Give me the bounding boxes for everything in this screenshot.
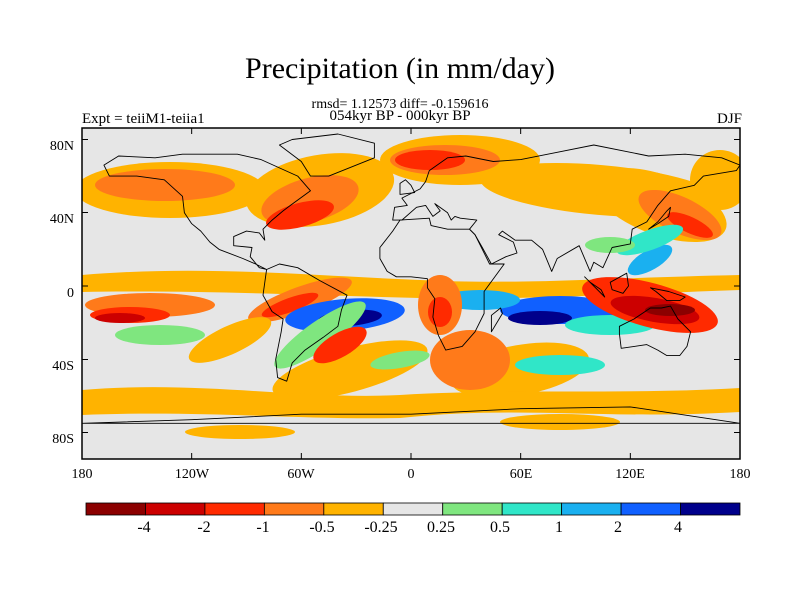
precip-anomaly-patch xyxy=(430,330,510,390)
colorbar-label: -1 xyxy=(256,519,270,536)
lon-label-120e: 120E xyxy=(615,467,645,482)
coastline-madagascar xyxy=(490,307,503,333)
precip-anomaly-patch xyxy=(95,313,145,323)
period-label: 054kyr BP - 000kyr BP xyxy=(329,108,471,124)
axis-ticks xyxy=(81,128,741,459)
precip-anomaly-patch xyxy=(428,297,452,327)
experiment-label: Expt = teiiM1-teiia1 xyxy=(82,111,205,127)
precip-anomaly-patch xyxy=(667,212,713,238)
colorbar-label: 4 xyxy=(674,519,682,536)
colorbar-swatch xyxy=(85,502,146,516)
colorbar-swatch xyxy=(561,502,622,516)
precip-anomaly-patch xyxy=(95,169,235,201)
precip-anomaly-patch xyxy=(500,414,620,430)
precip-anomaly-patch xyxy=(261,292,319,318)
lat-label-80s: 80S xyxy=(52,432,74,447)
precip-anomaly-patch xyxy=(274,301,366,369)
colorbar-swatch xyxy=(442,502,503,516)
colorbar-swatch xyxy=(263,502,325,516)
colorbar-swatch xyxy=(382,502,444,516)
coastline-north-america xyxy=(103,153,311,270)
colorbar-swatch xyxy=(680,502,741,516)
precip-anomaly-patch xyxy=(585,237,635,253)
colorbar-label: -4 xyxy=(137,519,151,536)
lat-label-eq: 0 xyxy=(67,286,74,301)
precip-anomaly-patch xyxy=(188,317,272,363)
coastline-borneo xyxy=(609,272,629,294)
precip-anomaly-patch xyxy=(690,150,740,210)
precip-anomaly-patch xyxy=(627,244,673,276)
lat-label-40s: 40S xyxy=(52,359,74,374)
colorbar-label: 1 xyxy=(555,519,563,536)
precip-anomaly-patch xyxy=(515,355,605,375)
colorbar-swatch xyxy=(620,502,681,516)
precip-anomaly-band xyxy=(82,387,740,419)
precip-anomaly-patch xyxy=(370,350,430,370)
lon-label-0: 0 xyxy=(407,467,415,482)
coastlines xyxy=(82,133,740,424)
coastline-africa xyxy=(379,217,505,351)
coastline-antarctica xyxy=(82,406,740,424)
colorbar xyxy=(85,502,741,516)
coastline-sumatra xyxy=(584,276,606,298)
coastline-new-guinea xyxy=(649,287,686,302)
coastline-greenland xyxy=(278,133,375,177)
lat-label-80n: 80N xyxy=(49,139,74,154)
colorbar-label: 0.5 xyxy=(490,519,510,536)
lon-label-60e: 60E xyxy=(509,467,533,482)
lon-label-180w: 180 xyxy=(71,467,93,482)
coastline-south-america xyxy=(262,263,348,382)
coastline-australia xyxy=(618,305,692,357)
precip-anomaly-band xyxy=(82,270,740,299)
coastline-japan xyxy=(648,206,671,230)
stats-line: rmsd= 1.12573 diff= -0.159616 xyxy=(311,97,489,112)
colorbar-label: -0.5 xyxy=(309,519,335,536)
lon-label-60w: 60W xyxy=(287,467,315,482)
coastline-eurasia xyxy=(392,144,740,272)
page-title: Precipitation (in mm/day) xyxy=(245,52,555,85)
precip-anomaly-patch xyxy=(313,326,367,364)
colorbar-swatch xyxy=(501,502,563,516)
lat-label-40n: 40N xyxy=(49,212,74,227)
colorbar-swatch xyxy=(145,502,206,516)
precip-anomaly-patch xyxy=(508,311,572,325)
precip-field xyxy=(82,135,740,439)
coastline-britain xyxy=(399,179,416,195)
precip-anomaly-patch xyxy=(115,325,205,345)
precip-anomaly-patch xyxy=(395,150,465,170)
colorbar-label: 0.25 xyxy=(427,519,455,536)
lon-label-180e: 180 xyxy=(729,467,751,482)
precip-anomaly-patch xyxy=(185,425,295,439)
colorbar-label: -2 xyxy=(197,519,211,536)
precip-anomaly-patch xyxy=(645,304,695,316)
season-label: DJF xyxy=(716,111,742,127)
colorbar-swatch xyxy=(204,502,265,516)
colorbar-label: 2 xyxy=(614,519,622,536)
precip-anomaly-patch xyxy=(266,200,334,230)
colorbar-label: -0.25 xyxy=(364,519,398,536)
lon-label-120w: 120W xyxy=(174,467,210,482)
colorbar-swatch xyxy=(323,502,384,516)
